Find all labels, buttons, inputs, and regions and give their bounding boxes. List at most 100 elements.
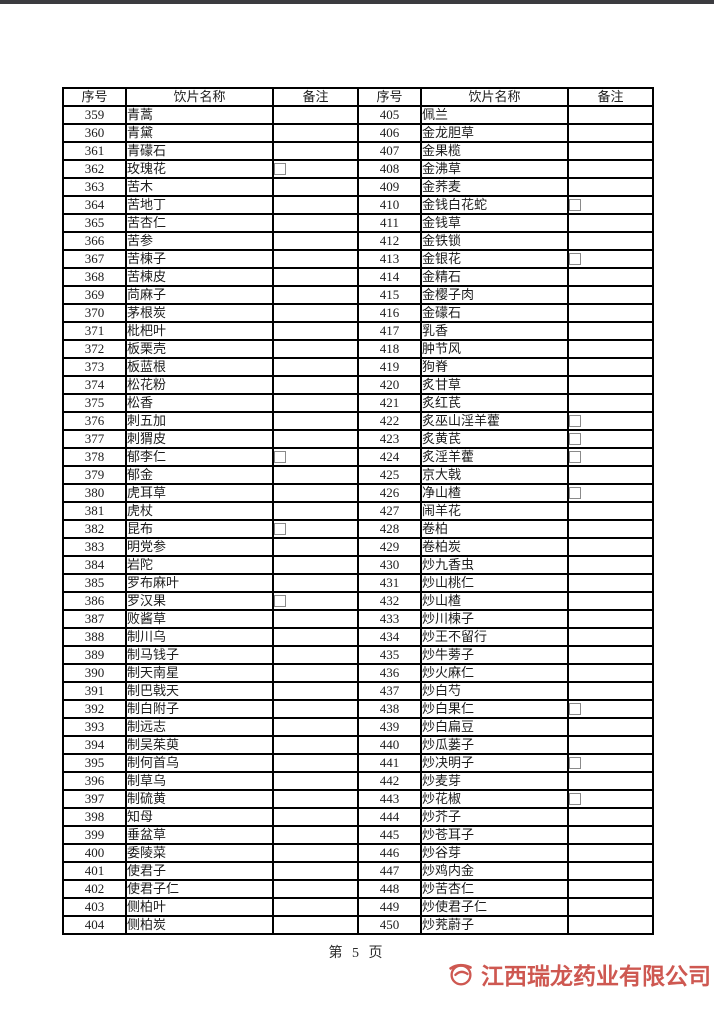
herb-name-cell: 板蓝根: [125, 357, 274, 377]
table-row: 362 玫瑰花 408 金沸草: [62, 159, 654, 179]
remark-checkbox-mark: [570, 253, 581, 266]
herb-name-cell: 苦楝子: [125, 249, 274, 269]
herb-name-cell: 制硫黄: [125, 789, 274, 809]
remark-cell: [567, 555, 654, 575]
table-row: 373 板蓝根 419 狗脊: [62, 357, 654, 377]
serial-number-cell: 441: [357, 753, 422, 773]
herb-name-cell: 炒火麻仁: [420, 663, 569, 683]
table-row: 384 岩陀 430 炒九香虫: [62, 555, 654, 575]
serial-number-cell: 414: [357, 267, 422, 287]
remark-cell: [272, 663, 359, 683]
serial-number-cell: 407: [357, 141, 422, 161]
herb-name-cell: 卷柏: [420, 519, 569, 539]
company-watermark: 江西瑞龙药业有限公司: [446, 957, 711, 991]
serial-number-cell: 395: [62, 753, 127, 773]
remark-cell: [567, 753, 654, 773]
serial-number-cell: 425: [357, 465, 422, 485]
serial-number-cell: 372: [62, 339, 127, 359]
remark-cell: [567, 627, 654, 647]
remark-cell: [272, 159, 359, 179]
page-number: 第 5 页: [328, 946, 386, 961]
table-row: 386 罗汉果 432 炒山楂: [62, 591, 654, 611]
remark-cell: [567, 447, 654, 467]
table-row: 359 青蒿 405 佩兰: [62, 105, 654, 125]
remark-cell: [567, 303, 654, 323]
remark-checkbox-mark: [570, 415, 581, 428]
herb-name-cell: 炒使君子仁: [420, 897, 569, 917]
serial-number-cell: 419: [357, 357, 422, 377]
serial-number-cell: 362: [62, 159, 127, 179]
herb-name-cell: 郁李仁: [125, 447, 274, 467]
remark-cell: [272, 321, 359, 341]
table-row: 401 使君子 447 炒鸡内金: [62, 861, 654, 881]
herb-name-cell: 松香: [125, 393, 274, 413]
serial-number-cell: 359: [62, 105, 127, 125]
remark-cell: [567, 915, 654, 935]
table-body: 359 青蒿 405 佩兰 360 青黛 406 金龙胆草 361 青礞石 407 金果榄 362 玫瑰花…: [62, 105, 654, 935]
serial-number-cell: 437: [357, 681, 422, 701]
table-row: 361 青礞石 407 金果榄: [62, 141, 654, 161]
herb-name-cell: 炙甘草: [420, 375, 569, 395]
remark-checkbox-mark: [275, 523, 286, 536]
serial-number-cell: 422: [357, 411, 422, 431]
table-row: 369 苘麻子 415 金樱子肉: [62, 285, 654, 305]
remark-cell: [567, 501, 654, 521]
serial-number-cell: 377: [62, 429, 127, 449]
serial-number-cell: 393: [62, 717, 127, 737]
header-remark-left: 备注: [272, 87, 359, 107]
herb-name-cell: 制远志: [125, 717, 274, 737]
herb-name-cell: 虎杖: [125, 501, 274, 521]
remark-cell: [272, 501, 359, 521]
serial-number-cell: 370: [62, 303, 127, 323]
serial-number-cell: 446: [357, 843, 422, 863]
herb-name-cell: 炒鸡内金: [420, 861, 569, 881]
remark-cell: [272, 465, 359, 485]
herb-name-cell: 使君子仁: [125, 879, 274, 899]
remark-cell: [272, 519, 359, 539]
table-row: 376 刺五加 422 炙巫山淫羊藿: [62, 411, 654, 431]
serial-number-cell: 416: [357, 303, 422, 323]
table-row: 366 苦参 412 金铁锁: [62, 231, 654, 251]
serial-number-cell: 397: [62, 789, 127, 809]
herb-name-cell: 苦楝皮: [125, 267, 274, 287]
remark-checkbox-mark: [570, 433, 581, 446]
herb-name-cell: 刺五加: [125, 411, 274, 431]
herb-name-cell: 炒王不留行: [420, 627, 569, 647]
herb-name-cell: 苦参: [125, 231, 274, 251]
remark-cell: [567, 123, 654, 143]
herb-name-cell: 炒麦芽: [420, 771, 569, 791]
table-row: 363 苦木 409 金荞麦: [62, 177, 654, 197]
table-row: 368 苦楝皮 414 金精石: [62, 267, 654, 287]
header-herb-name-right: 饮片名称: [420, 87, 569, 107]
remark-cell: [567, 771, 654, 791]
table-row: 388 制川乌 434 炒王不留行: [62, 627, 654, 647]
remark-cell: [272, 825, 359, 845]
herb-name-cell: 炒牛蒡子: [420, 645, 569, 665]
serial-number-cell: 375: [62, 393, 127, 413]
herb-name-cell: 炒山桃仁: [420, 573, 569, 593]
herb-name-cell: 昆布: [125, 519, 274, 539]
table-row: 365 苦杏仁 411 金钱草: [62, 213, 654, 233]
serial-number-cell: 435: [357, 645, 422, 665]
serial-number-cell: 368: [62, 267, 127, 287]
herb-name-cell: 金银花: [420, 249, 569, 269]
herb-name-cell: 金樱子肉: [420, 285, 569, 305]
table-row: 379 郁金 425 京大戟: [62, 465, 654, 485]
herb-name-cell: 炒川楝子: [420, 609, 569, 629]
serial-number-cell: 409: [357, 177, 422, 197]
serial-number-cell: 426: [357, 483, 422, 503]
serial-number-cell: 421: [357, 393, 422, 413]
remark-cell: [272, 717, 359, 737]
herb-name-cell: 苘麻子: [125, 285, 274, 305]
remark-cell: [272, 195, 359, 215]
company-name: 江西瑞龙药业有限公司: [481, 963, 711, 989]
table-row: 387 败酱草 433 炒川楝子: [62, 609, 654, 629]
remark-cell: [272, 303, 359, 323]
herb-name-cell: 罗布麻叶: [125, 573, 274, 593]
serial-number-cell: 447: [357, 861, 422, 881]
table-row: 398 知母 444 炒芥子: [62, 807, 654, 827]
remark-cell: [272, 483, 359, 503]
table-row: 367 苦楝子 413 金银花: [62, 249, 654, 269]
herb-name-cell: 青礞石: [125, 141, 274, 161]
remark-cell: [272, 699, 359, 719]
